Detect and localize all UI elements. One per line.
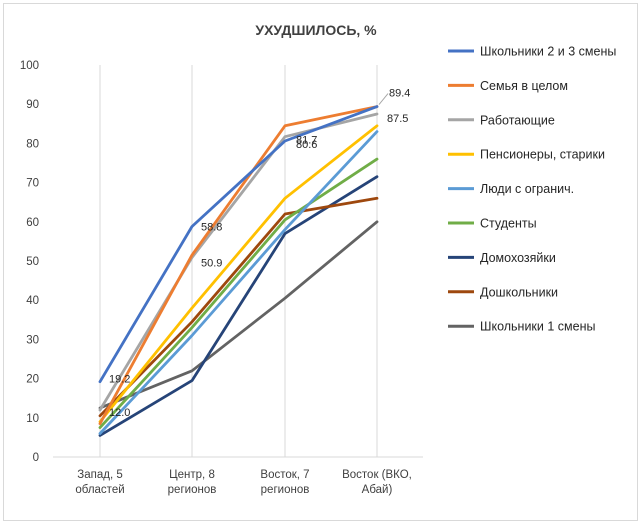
legend-entry: Семья в целом — [480, 79, 568, 93]
series-line — [98, 130, 379, 435]
data-label: 58.8 — [201, 222, 222, 234]
series-line — [98, 175, 379, 437]
data-label: 81.7 — [296, 135, 317, 147]
y-tick-label: 20 — [26, 374, 39, 386]
y-tick-label: 10 — [26, 413, 39, 425]
chart-frame — [3, 3, 638, 521]
x-tick-label: регионов — [168, 484, 217, 496]
legend-entry: Люди с огранич. — [480, 182, 574, 196]
x-tick-label: областей — [75, 484, 124, 496]
y-tick-label: 70 — [26, 178, 39, 190]
y-tick-label: 90 — [26, 99, 39, 111]
series-line — [98, 196, 379, 418]
y-tick-label: 50 — [26, 256, 39, 268]
y-tick-label: 0 — [33, 452, 39, 464]
legend-entry: Дошкольники — [480, 285, 558, 299]
legend-entry: Студенты — [480, 217, 537, 231]
y-axis-ticks: 0 10 20 30 40 50 60 70 80 90 100 — [20, 60, 39, 464]
data-label: 80.6 — [296, 139, 317, 151]
y-tick-label: 30 — [26, 334, 39, 346]
data-label: 12.0 — [109, 407, 130, 419]
x-tick-label: Восток, 7 — [260, 469, 309, 481]
x-tick-label: Восток (ВКО, — [342, 469, 412, 481]
series-line — [98, 112, 379, 412]
x-tick-label: регионов — [261, 484, 310, 496]
data-label: 19.2 — [109, 374, 130, 386]
x-tick-label: Центр, 8 — [169, 469, 215, 481]
series-line — [98, 220, 379, 410]
y-tick-label: 60 — [26, 217, 39, 229]
series-line — [98, 105, 379, 426]
x-tick-label: Запад, 5 — [77, 469, 122, 481]
x-tick-label: Абай) — [362, 484, 393, 496]
y-tick-label: 40 — [26, 295, 39, 307]
series-lines — [98, 105, 379, 437]
y-tick-label: 80 — [26, 138, 39, 150]
y-tick-label: 100 — [20, 60, 39, 72]
series-line — [98, 124, 379, 424]
data-labels: 19.2 58.8 80.6 89.4 12.0 50.9 81.7 87.5 — [109, 88, 410, 419]
x-axis-ticks: Запад, 5 областей Центр, 8 регионов Восток, … — [75, 469, 412, 496]
legend-entry: Школьники 2 и 3 смены — [480, 45, 616, 59]
data-label-leader — [378, 93, 389, 105]
data-label: 87.5 — [387, 113, 408, 125]
chart-title: УХУДШИЛОСЬ, % — [255, 22, 377, 38]
series-line — [98, 105, 379, 384]
data-label: 50.9 — [201, 257, 222, 269]
series-line — [98, 157, 379, 430]
data-label: 89.4 — [389, 88, 410, 100]
legend-entry: Работающие — [480, 113, 555, 127]
legend: Школьники 2 и 3 смены Семья в целом Работа… — [448, 45, 616, 334]
legend-entry: Школьники 1 смены — [480, 320, 595, 334]
legend-entry: Пенсионеры, старики — [480, 148, 605, 162]
legend-entry: Домохозяйки — [480, 251, 556, 265]
